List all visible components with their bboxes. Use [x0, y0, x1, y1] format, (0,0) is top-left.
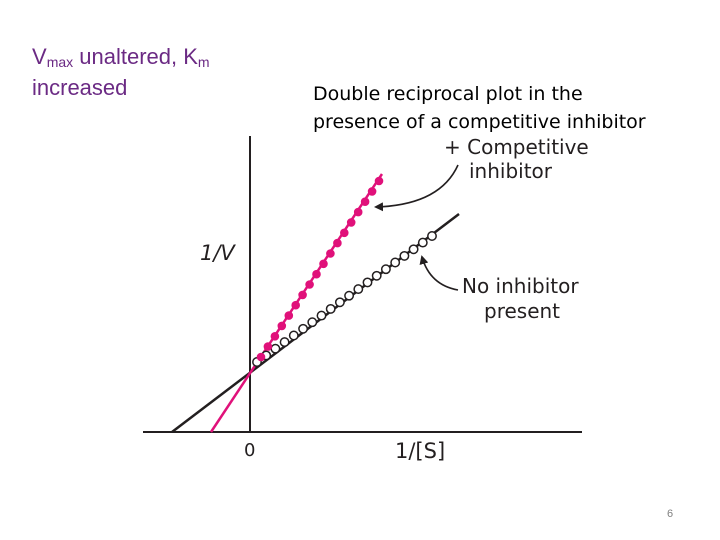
inhibitor-point [353, 207, 363, 217]
no-inhibitor-point [362, 277, 373, 288]
inhibitor-point [312, 269, 321, 279]
inhibitor-point [270, 332, 280, 341]
no-inhibitor-point [399, 250, 410, 261]
inhibitor-point [277, 321, 287, 331]
no-inhibitor-arrow [419, 255, 459, 291]
inhibitor-point [326, 249, 335, 258]
heading-line1: Double reciprocal plot in the [313, 83, 583, 105]
inhibitor-arrow [374, 164, 459, 212]
no-inhibitor-point [371, 270, 382, 281]
slide-number: 6 [667, 508, 674, 520]
inhibitor-point [263, 342, 273, 351]
inhibitor-point [340, 228, 349, 238]
inhibitor-point [291, 300, 301, 310]
inhibitor-point [374, 176, 384, 186]
inhibitor-label-line2: inhibitor [469, 159, 553, 183]
subtitle-middle: unaltered, K [73, 44, 198, 69]
y-axis-label: 1/V [200, 241, 236, 265]
inhibitor-point [346, 218, 356, 227]
no-inhibitor-point [288, 330, 299, 341]
slide-subtitle: Vmax unaltered, Km increased [32, 44, 210, 101]
inhibitor-point [319, 259, 328, 269]
no-inhibitor-point [380, 264, 391, 275]
heading-line2: presence of a competitive inhibitor [313, 111, 646, 133]
inhibitor-point [305, 280, 314, 289]
no-inhibitor-point [408, 244, 419, 255]
inhibitor-point [360, 197, 370, 206]
no-inhibitor-label-line2: present [484, 299, 560, 323]
no-inhibitor-points [252, 231, 437, 367]
no-inhibitor-point [427, 231, 437, 241]
vmax-symbol: V [32, 44, 47, 69]
inhibitor-points [256, 176, 384, 362]
origin-label: 0 [244, 440, 255, 461]
no-inhibitor-point [334, 297, 345, 308]
no-inhibitor-point [353, 284, 364, 295]
slide-heading: Double reciprocal plot in the presence o… [313, 80, 646, 136]
no-inhibitor-point [270, 343, 281, 354]
inhibitor-point [256, 352, 266, 362]
inhibitor-point [284, 311, 294, 320]
no-inhibitor-point [307, 317, 318, 328]
inhibitor-point [298, 290, 307, 300]
no-inhibitor-point [417, 237, 428, 248]
inhibitor-point [367, 187, 377, 196]
no-inhibitor-point [316, 310, 327, 321]
no-inhibitor-label-line1: No inhibitor [462, 274, 579, 298]
no-inhibitor-point [298, 323, 309, 334]
subtitle-line2: increased [32, 75, 128, 100]
inhibitor-point [333, 238, 342, 248]
no-inhibitor-point [390, 257, 401, 268]
vmax-subscript: max [46, 54, 74, 70]
no-inhibitor-point [279, 337, 290, 348]
no-inhibitor-point [325, 303, 336, 314]
x-axis-label: 1/[S] [395, 439, 445, 463]
no-inhibitor-point [344, 290, 355, 301]
inhibitor-label-line1: + Competitive [444, 135, 589, 159]
km-subscript: m [197, 54, 210, 70]
